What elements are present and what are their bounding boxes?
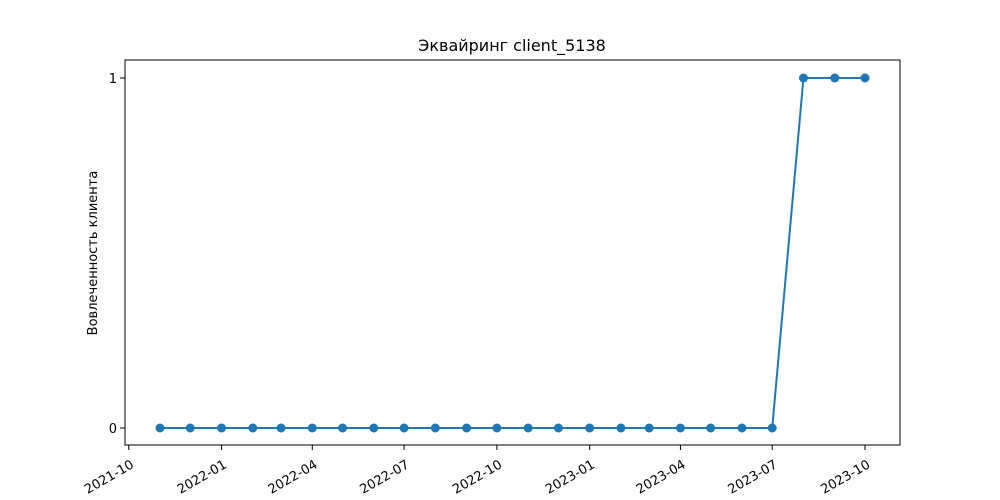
data-point — [492, 423, 502, 433]
data-point — [644, 423, 654, 433]
series-layer — [155, 73, 870, 433]
series-line — [160, 77, 865, 429]
chart-title: Эквайринг client_5138 — [418, 36, 606, 56]
data-point — [248, 423, 258, 433]
data-point — [338, 423, 348, 433]
x-tick-label: 2022-04 — [266, 457, 321, 497]
data-point — [430, 423, 440, 433]
axes-frame — [124, 59, 901, 446]
data-point — [830, 73, 840, 83]
x-tick-label: 2023-01 — [543, 457, 598, 497]
data-point — [462, 423, 472, 433]
y-axis-label: Вовлеченность клиента — [86, 171, 101, 336]
x-tick-label: 2022-07 — [358, 457, 413, 497]
x-tick-label: 2023-04 — [634, 457, 689, 497]
data-point — [860, 73, 870, 83]
data-point — [553, 423, 563, 433]
x-tick-label: 2022-10 — [450, 457, 505, 497]
data-point — [307, 423, 317, 433]
data-point — [798, 73, 808, 83]
data-point — [369, 423, 379, 433]
y-tick-label: 1 — [109, 72, 117, 87]
y-ticks: 01 — [109, 72, 125, 437]
x-tick-label: 2022-01 — [175, 457, 230, 497]
data-point — [737, 423, 747, 433]
data-point — [523, 423, 533, 433]
data-point — [585, 423, 595, 433]
x-tick-label: 2023-10 — [818, 457, 873, 497]
data-point — [217, 423, 227, 433]
data-point — [675, 423, 685, 433]
data-point — [399, 423, 409, 433]
data-point — [185, 423, 195, 433]
data-point — [155, 423, 165, 433]
data-point — [616, 423, 626, 433]
data-point — [767, 423, 777, 433]
data-point — [706, 423, 716, 433]
data-point — [276, 423, 286, 433]
x-tick-label: 2023-07 — [726, 457, 781, 497]
x-ticks: 2021-10 2022-01 2022-04 2022-07 2022-10 2023-… — [82, 445, 873, 498]
y-tick-label: 0 — [109, 422, 117, 437]
plot-area — [124, 59, 901, 446]
x-tick-label: 2021-10 — [82, 457, 137, 497]
